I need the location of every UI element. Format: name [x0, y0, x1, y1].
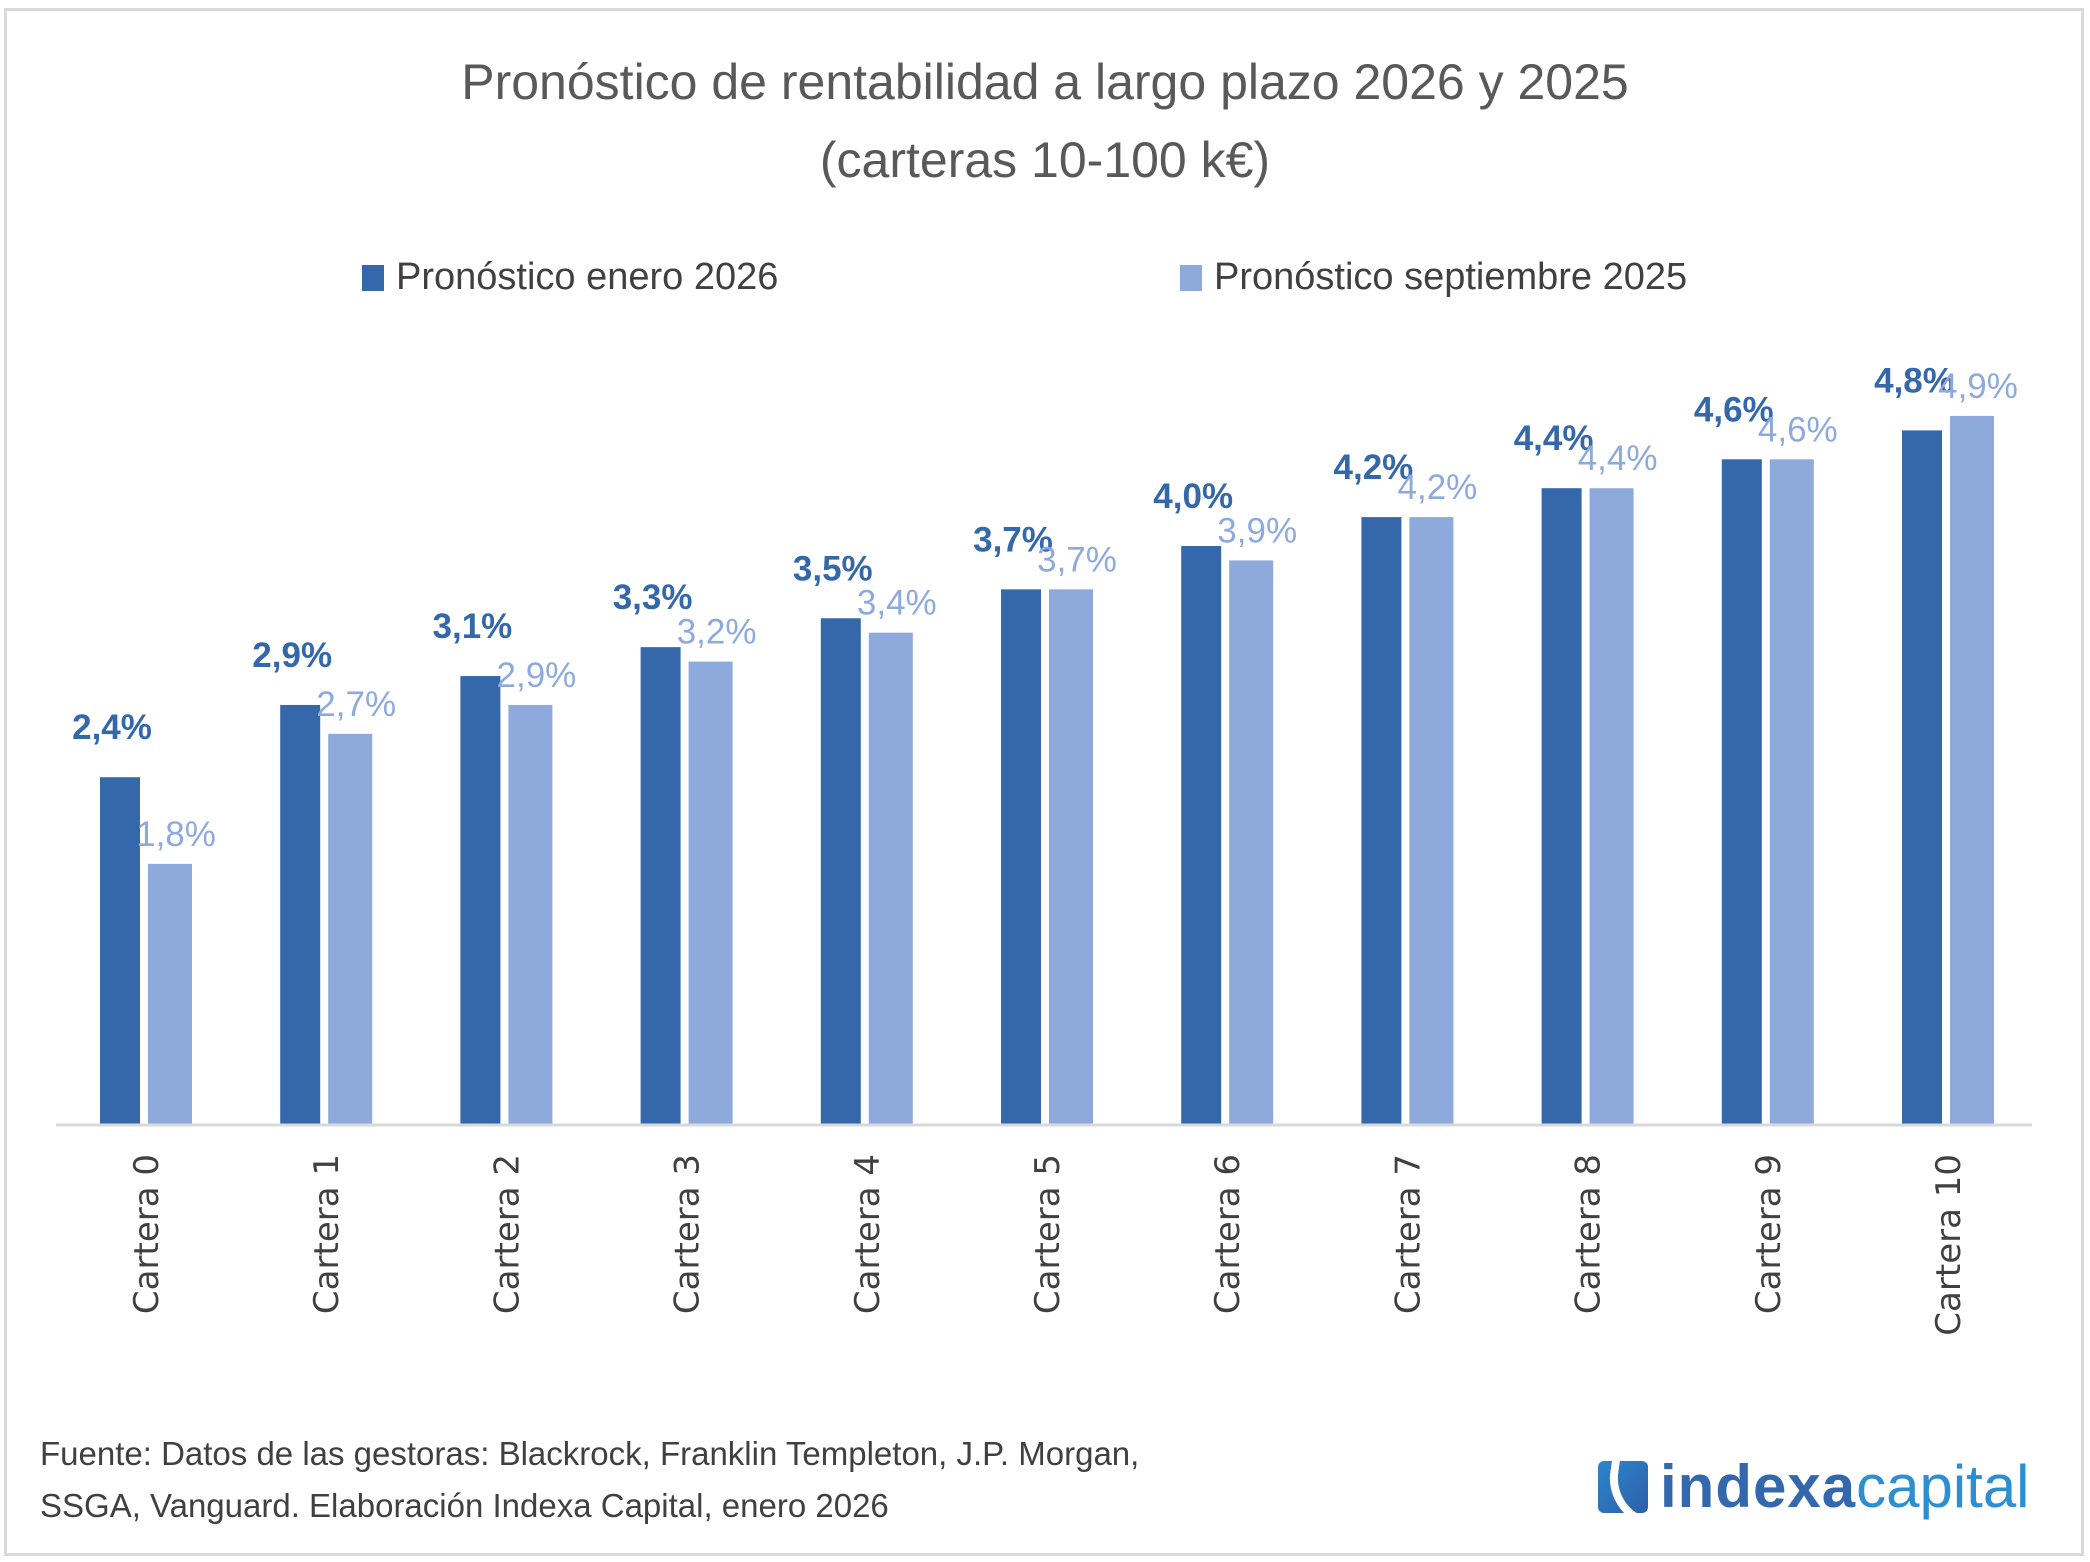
bar-septiembre-2025-9 — [1769, 459, 1814, 1124]
bar-septiembre-2025-7 — [1409, 517, 1454, 1124]
x-tick-label: Cartera 2 — [487, 1154, 527, 1314]
data-label: 2,7% — [316, 685, 396, 724]
x-tick-label: Cartera 4 — [848, 1154, 888, 1314]
source-note: Fuente: Datos de las gestoras: Blackrock… — [40, 1428, 1139, 1532]
bar-enero-2026-1 — [280, 704, 321, 1124]
bar-septiembre-2025-2 — [508, 704, 553, 1124]
data-label: 3,7% — [1037, 540, 1117, 579]
data-label: 3,1% — [433, 607, 513, 646]
bar-septiembre-2025-4 — [868, 632, 913, 1124]
x-tick-label: Cartera 8 — [1569, 1154, 1609, 1314]
x-tick-label: Cartera 6 — [1208, 1154, 1248, 1314]
bar-enero-2026-3 — [640, 647, 681, 1124]
bar-enero-2026-2 — [460, 676, 501, 1124]
x-tick-label: Cartera 9 — [1749, 1154, 1789, 1314]
data-label: 4,6% — [1758, 410, 1838, 449]
bar-septiembre-2025-10 — [1950, 415, 1994, 1124]
data-label: 4,2% — [1398, 468, 1478, 507]
logo-text-indexa: indexa — [1660, 1453, 1857, 1520]
data-label: 4,6% — [1694, 390, 1774, 429]
bar-septiembre-2025-6 — [1229, 560, 1274, 1124]
indexa-capital-logo: indexa capital — [1598, 1452, 2030, 1521]
bar-septiembre-2025-8 — [1589, 488, 1634, 1124]
data-label: 2,9% — [252, 636, 332, 675]
legend-swatch — [1180, 264, 1202, 291]
bar-enero-2026-4 — [820, 618, 861, 1124]
bar-enero-2026-8 — [1541, 488, 1582, 1124]
bar-enero-2026-5 — [1001, 589, 1041, 1124]
data-label: 3,9% — [1217, 511, 1297, 550]
legend-label: Pronóstico septiembre 2025 — [1214, 256, 1688, 298]
bar-enero-2026-10 — [1902, 430, 1942, 1124]
bar-enero-2026-6 — [1181, 546, 1222, 1124]
data-label: 2,4% — [72, 708, 152, 747]
logo-text-capital: capital — [1856, 1453, 2030, 1520]
chart-subtitle: (carteras 10-100 k€) — [819, 132, 1271, 188]
x-tick-label: Cartera 7 — [1388, 1154, 1428, 1314]
bar-septiembre-2025-3 — [688, 661, 733, 1124]
source-line-2: SSGA, Vanguard. Elaboración Indexa Capit… — [40, 1487, 889, 1524]
data-label: 3,7% — [973, 520, 1053, 559]
bar-septiembre-2025-0 — [148, 863, 192, 1124]
data-label: 1,8% — [136, 815, 216, 854]
x-tick-label: Cartera 5 — [1028, 1154, 1068, 1314]
chart-title: Pronóstico de rentabilidad a largo plazo… — [461, 54, 1629, 110]
data-label: 3,4% — [857, 584, 937, 623]
x-tick-label: Cartera 10 — [1929, 1154, 1969, 1336]
x-tick-label: Cartera 1 — [307, 1154, 347, 1314]
data-label: 4,2% — [1334, 448, 1414, 487]
data-label: 3,3% — [613, 578, 693, 617]
legend-label: Pronóstico enero 2026 — [396, 256, 779, 298]
indexa-logo-icon — [1598, 1460, 1648, 1513]
data-label: 4,0% — [1153, 477, 1233, 516]
bar-septiembre-2025-1 — [328, 733, 373, 1124]
bar-enero-2026-9 — [1721, 459, 1762, 1124]
x-tick-label: Cartera 0 — [127, 1154, 167, 1314]
data-label: 4,9% — [1938, 367, 2018, 406]
bar-enero-2026-7 — [1361, 517, 1402, 1124]
data-label: 2,9% — [497, 656, 577, 695]
data-label: 3,2% — [677, 613, 757, 652]
legend-item-septiembre-2025: Pronóstico septiembre 2025 — [1180, 256, 1687, 299]
chart-frame — [4, 8, 2084, 1556]
legend-item-enero-2026: Pronóstico enero 2026 — [362, 256, 778, 299]
data-label: 3,5% — [793, 549, 873, 588]
bar-septiembre-2025-5 — [1049, 589, 1093, 1124]
x-tick-label: Cartera 3 — [668, 1154, 708, 1314]
bar-enero-2026-0 — [100, 777, 140, 1124]
bar-chart: 2,4% 1,8% Cartera 0 2,9% 2,7% Cartera 1 3,1% 2,… — [56, 361, 2032, 1336]
data-label: 4,8% — [1874, 361, 1954, 400]
source-line-1: Fuente: Datos de las gestoras: Blackrock… — [40, 1435, 1140, 1472]
legend-swatch — [362, 264, 384, 291]
data-label: 4,4% — [1514, 419, 1594, 458]
data-label: 4,4% — [1578, 439, 1658, 478]
